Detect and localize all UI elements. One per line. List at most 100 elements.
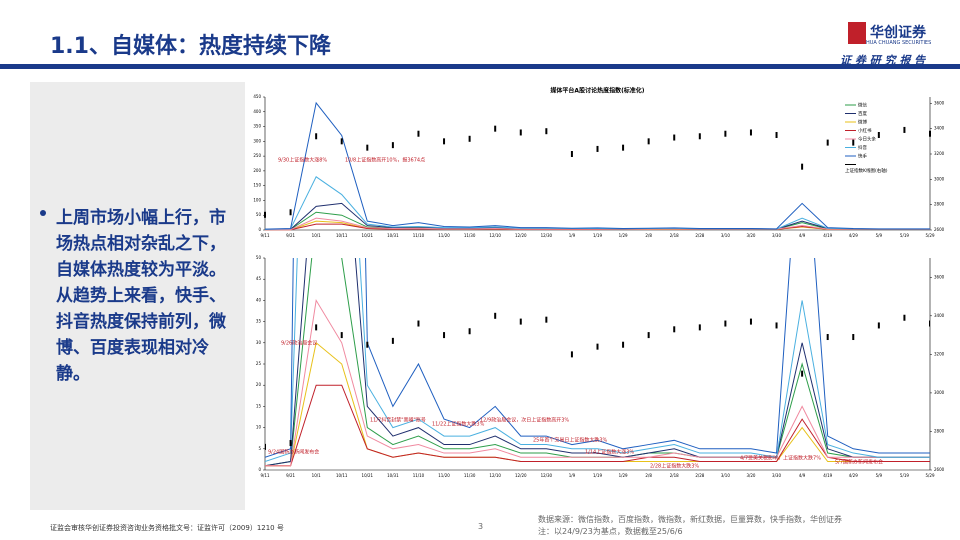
x-tick-label: 3/10 bbox=[721, 233, 730, 238]
legend-label: 今日头条 bbox=[858, 136, 876, 143]
annotation: 4/7受美关税影响，上证指数大跌7% bbox=[740, 455, 821, 462]
x-tick-label: 5/19 bbox=[900, 233, 909, 238]
index-candle bbox=[391, 142, 394, 149]
annotation: 9/26政治局会议 bbox=[281, 340, 317, 347]
index-candle bbox=[698, 324, 701, 331]
series-line bbox=[265, 384, 930, 467]
x-tick-label: 3/20 bbox=[746, 473, 755, 478]
x-tick-label: 9/21 bbox=[286, 233, 295, 238]
index-candle bbox=[340, 138, 343, 145]
index-candle bbox=[545, 128, 548, 135]
x-tick-label: 12/20 bbox=[515, 473, 527, 478]
y-tick-label: 450 bbox=[253, 94, 261, 99]
index-candle bbox=[468, 135, 471, 142]
series-line bbox=[264, 176, 930, 230]
y2-tick-label: 2800 bbox=[934, 428, 945, 433]
series-line bbox=[265, 298, 930, 467]
x-tick-label: 11/30 bbox=[464, 233, 476, 238]
x-tick-label: 10/21 bbox=[362, 233, 374, 238]
x-tick-label: 2/18 bbox=[670, 233, 679, 238]
index-candle bbox=[903, 126, 906, 133]
tagline: 证 券 研 究 报 告 bbox=[840, 54, 926, 67]
x-tick-label: 2/28 bbox=[695, 473, 704, 478]
x-tick-label: 9/21 bbox=[286, 473, 295, 478]
x-tick-label: 1/9 bbox=[569, 233, 576, 238]
x-tick-label: 10/11 bbox=[336, 473, 348, 478]
index-candle bbox=[724, 130, 727, 137]
x-tick-label: 3/10 bbox=[721, 473, 730, 478]
bullet-text: 上周市场小幅上行，市场热点相对杂乱之下，自媒体热度较为平淡。从趋势上来看，快手、… bbox=[56, 208, 226, 384]
legend-label: 快手 bbox=[858, 153, 867, 160]
x-tick-label: 2/8 bbox=[645, 473, 652, 478]
y2-tick-label: 3000 bbox=[934, 390, 945, 395]
y2-tick-label: 3600 bbox=[934, 100, 945, 105]
y2-tick-label: 2600 bbox=[934, 467, 945, 472]
annotation: 12/9政治局会议，次日上证指数高开3% bbox=[480, 417, 569, 424]
index-candle bbox=[749, 318, 752, 325]
index-candle bbox=[622, 144, 625, 151]
annotation: 11/22上证指数大跌3% bbox=[432, 421, 485, 428]
y2-tick-label: 3200 bbox=[934, 351, 945, 356]
legend-label: 百度 bbox=[858, 110, 867, 117]
index-candle bbox=[443, 138, 446, 145]
y2-tick-label: 3200 bbox=[934, 151, 945, 156]
slide-title: 1.1、自媒体：热度持续下降 bbox=[50, 34, 331, 59]
legend-label: 上证指数K线图(右轴) bbox=[845, 167, 888, 174]
index-candle bbox=[903, 314, 906, 321]
plot bbox=[264, 101, 931, 231]
license: 证监会审核华创证券投资咨询业务资格批文号：证监许可（2009）1210 号 bbox=[50, 524, 284, 532]
index-candle bbox=[391, 337, 394, 344]
header-bar bbox=[0, 64, 960, 69]
annotation: 2/28上证指数大跌3% bbox=[650, 463, 699, 470]
series-line bbox=[265, 258, 930, 467]
x-tick-label: 3/30 bbox=[772, 473, 781, 478]
x-tick-label: 1/19 bbox=[593, 233, 602, 238]
index-candle bbox=[673, 326, 676, 333]
index-candle bbox=[801, 370, 804, 377]
x-tick-label: 9/11 bbox=[261, 473, 270, 478]
x-tick-label: 12/30 bbox=[541, 233, 553, 238]
index-candle bbox=[775, 132, 778, 138]
index-candle bbox=[417, 320, 420, 327]
index-candle bbox=[877, 322, 880, 329]
index-candle bbox=[826, 139, 829, 146]
x-tick-label: 10/31 bbox=[387, 473, 399, 478]
y-tick-label: 50 bbox=[256, 212, 262, 217]
x-tick-label: 12/10 bbox=[489, 473, 501, 478]
x-tick-label: 2/8 bbox=[645, 233, 652, 238]
x-tick-label: 4/9 bbox=[799, 473, 806, 478]
y2-tick-label: 3600 bbox=[934, 274, 945, 279]
x-tick-label: 10/11 bbox=[336, 233, 348, 238]
index-candle bbox=[724, 320, 727, 327]
index-candle bbox=[265, 443, 266, 450]
x-tick-label: 11/10 bbox=[413, 233, 425, 238]
index-candle bbox=[545, 316, 548, 323]
plot bbox=[265, 258, 930, 467]
index-candle bbox=[468, 328, 471, 335]
x-tick-label: 11/20 bbox=[438, 473, 450, 478]
index-candle bbox=[801, 163, 804, 170]
y-tick-label: 0 bbox=[258, 467, 261, 472]
index-candle bbox=[315, 133, 318, 140]
x-tick-label: 10/21 bbox=[362, 473, 374, 478]
series-line bbox=[265, 258, 930, 458]
x-tick-label: 11/30 bbox=[464, 473, 476, 478]
series-line bbox=[265, 258, 930, 462]
series-line bbox=[265, 341, 930, 467]
index-candle bbox=[622, 341, 625, 348]
x-tick-label: 5/29 bbox=[926, 473, 935, 478]
index-candle bbox=[519, 129, 522, 136]
x-tick-label: 1/19 bbox=[593, 473, 602, 478]
y-tick-label: 50 bbox=[256, 255, 262, 260]
x-tick-label: 2/18 bbox=[670, 473, 679, 478]
index-candle bbox=[315, 324, 318, 331]
index-candle bbox=[289, 440, 292, 447]
index-candle bbox=[698, 133, 701, 140]
y2-tick-label: 3000 bbox=[934, 176, 945, 181]
annotation: 10/8上证指数高开10%，报3674点 bbox=[345, 157, 425, 164]
y-tick-label: 350 bbox=[253, 124, 261, 129]
y-tick-label: 400 bbox=[253, 109, 261, 114]
x-tick-label: 5/9 bbox=[876, 473, 883, 478]
